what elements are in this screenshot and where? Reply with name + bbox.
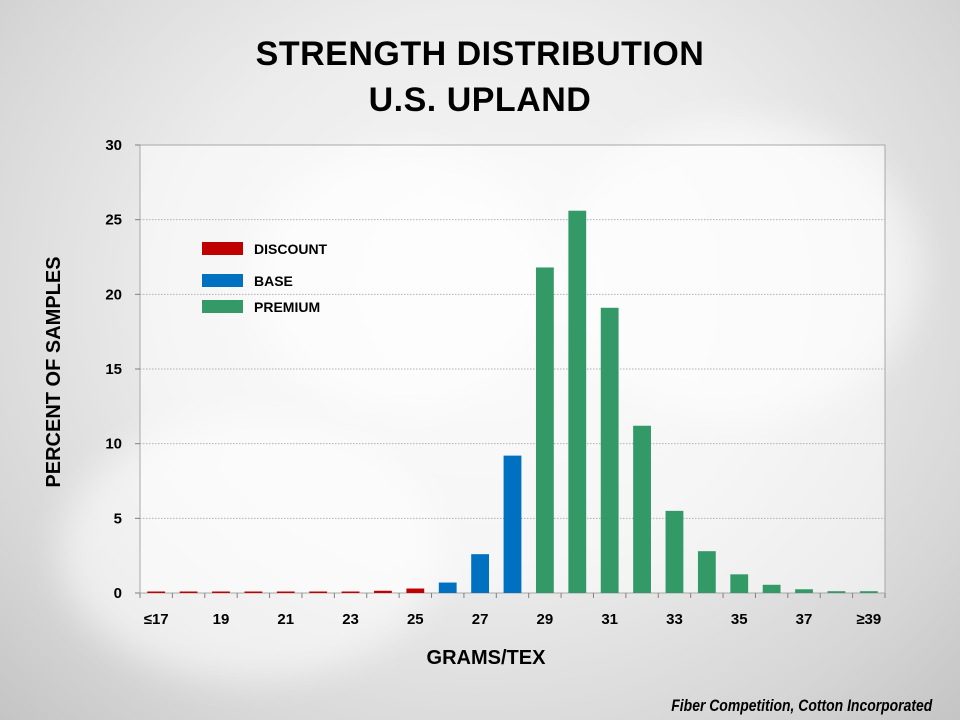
y-tick-label: 30 <box>105 137 122 154</box>
x-tick-label: ≥39 <box>856 611 881 628</box>
x-tick-label: 33 <box>666 611 683 628</box>
y-axis-ticks: 0 5 10 15 20 25 30 <box>105 137 140 602</box>
x-tick-label: 37 <box>796 611 813 628</box>
bar-base-27 <box>471 554 490 593</box>
bar-premium-33 <box>665 510 684 593</box>
y-tick-label: 15 <box>105 361 122 378</box>
bar-premium-34 <box>697 551 716 593</box>
bar-discount-18 <box>179 591 198 593</box>
bar-discount-≤17 <box>147 591 166 593</box>
bar-discount-20 <box>244 591 263 593</box>
bar-premium-29 <box>535 267 554 593</box>
x-tick-label: 19 <box>213 611 230 628</box>
bar-premium-37 <box>795 589 813 593</box>
bar-base-28 <box>503 455 522 593</box>
x-tick-label: 21 <box>277 611 294 628</box>
bar-discount-19 <box>212 591 230 593</box>
x-tick-label: 23 <box>342 611 359 628</box>
legend-swatch-premium <box>202 300 243 313</box>
bars <box>147 210 878 593</box>
legend-swatch-discount <box>202 242 243 255</box>
legend: DISCOUNT BASE PREMIUM <box>202 241 328 315</box>
source-credit: Fiber Competition, Cotton Incorporated <box>671 696 932 715</box>
chart-title-line2: U.S. UPLAND <box>368 81 592 119</box>
bar-discount-24 <box>374 590 392 593</box>
bar-premium-36 <box>762 584 781 593</box>
x-tick-label: 35 <box>731 611 748 628</box>
legend-label-base: BASE <box>254 273 293 289</box>
chart-title-line1: STRENGTH DISTRIBUTION <box>255 35 705 73</box>
y-tick-label: 10 <box>105 436 122 453</box>
x-tick-label: ≤17 <box>144 611 169 628</box>
bar-discount-21 <box>276 591 295 593</box>
y-tick-label: 25 <box>105 212 122 229</box>
bar-discount-23 <box>341 591 360 593</box>
legend-label-discount: DISCOUNT <box>254 241 328 257</box>
y-tick-label: 20 <box>105 286 122 303</box>
bar-premium-31 <box>600 307 619 593</box>
bar-premium-30 <box>568 210 587 593</box>
y-tick-label: 5 <box>114 510 122 527</box>
legend-swatch-base <box>202 274 243 287</box>
bar-premium-35 <box>730 574 749 593</box>
x-tick-label: 27 <box>472 611 489 628</box>
bar-discount-22 <box>309 591 328 593</box>
x-tick-label: 31 <box>601 611 618 628</box>
x-axis-title: GRAMS/TEX <box>427 647 547 669</box>
bar-premium-38 <box>827 591 846 593</box>
x-tick-label: 25 <box>407 611 424 628</box>
y-tick-label: 0 <box>114 585 122 602</box>
bar-premium-32 <box>633 425 651 593</box>
x-tick-label: 29 <box>537 611 554 628</box>
bar-discount-25 <box>406 588 425 593</box>
bar-base-26 <box>438 582 457 593</box>
legend-label-premium: PREMIUM <box>254 299 320 315</box>
x-axis-ticks: ≤17 19 21 23 25 27 29 31 33 35 37 ≥39 <box>139 593 886 628</box>
bar-premium-≥39 <box>859 591 878 593</box>
y-axis-title: PERCENT OF SAMPLES <box>43 256 65 487</box>
